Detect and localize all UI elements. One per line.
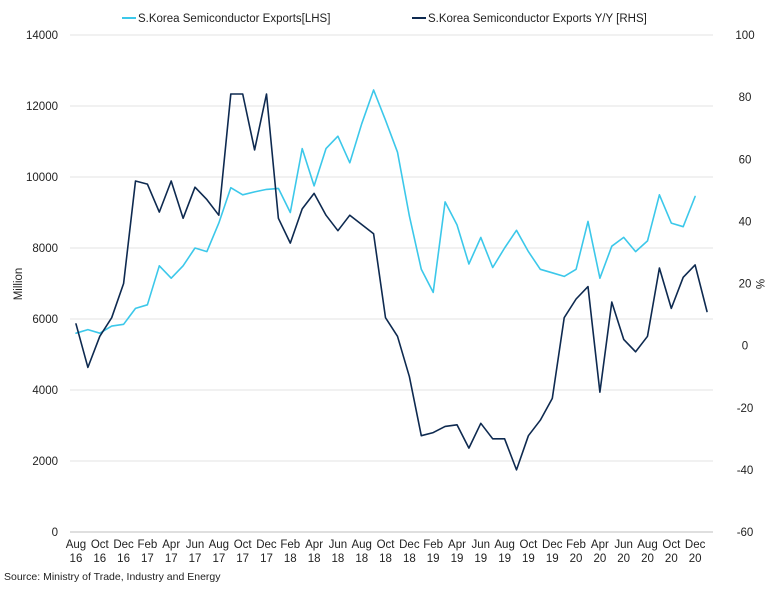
right-tick-label: -40 — [737, 465, 754, 477]
series-line-2 — [75, 93, 708, 471]
x-tick-month: Feb — [280, 539, 300, 551]
x-tick-year: 19 — [522, 553, 535, 565]
x-tick-year: 17 — [260, 553, 273, 565]
x-tick-year: 18 — [379, 553, 392, 565]
left-tick-label: 0 — [52, 527, 58, 539]
x-tick-year: 18 — [284, 553, 297, 565]
x-tick-month: Aug — [351, 539, 371, 551]
left-tick-label: 12000 — [26, 101, 58, 113]
x-tick-year: 20 — [617, 553, 630, 565]
x-tick-year: 20 — [641, 553, 654, 565]
legend-label-1: S.Korea Semiconductor Exports[LHS] — [138, 13, 330, 25]
x-tick-month: Feb — [423, 539, 443, 551]
x-tick-year: 16 — [70, 553, 83, 565]
x-tick-month: Aug — [494, 539, 514, 551]
x-tick-year: 17 — [189, 553, 202, 565]
series-line-1 — [75, 89, 696, 334]
x-tick-year: 18 — [403, 553, 416, 565]
x-tick-month: Feb — [137, 539, 157, 551]
x-tick-year: 17 — [236, 553, 249, 565]
x-tick-year: 19 — [427, 553, 440, 565]
right-tick-label: 100 — [735, 30, 754, 42]
x-tick-year: 18 — [355, 553, 368, 565]
x-tick-month: Jun — [614, 539, 633, 551]
right-tick-label: 80 — [739, 92, 752, 104]
right-tick-label: -60 — [737, 527, 754, 539]
x-tick-month: Oct — [519, 539, 538, 551]
x-tick-month: Dec — [399, 539, 420, 551]
x-tick-year: 17 — [165, 553, 178, 565]
legend-label-2: S.Korea Semiconductor Exports Y/Y [RHS] — [428, 13, 647, 25]
x-tick-year: 19 — [498, 553, 511, 565]
left-axis-ticks: 0 2000 4000 6000 8000 10000 12000 14000 — [26, 30, 58, 539]
x-tick-year: 19 — [451, 553, 464, 565]
x-tick-month: Jun — [186, 539, 205, 551]
x-tick-year: 16 — [117, 553, 130, 565]
x-tick-month: Oct — [662, 539, 681, 551]
x-tick-month: Dec — [113, 539, 134, 551]
left-tick-label: 10000 — [26, 172, 58, 184]
x-tick-month: Aug — [209, 539, 229, 551]
x-tick-month: Feb — [566, 539, 586, 551]
x-tick-month: Apr — [305, 539, 323, 551]
right-axis-title: % — [753, 279, 765, 289]
x-tick-month: Dec — [685, 539, 706, 551]
x-tick-month: Jun — [472, 539, 491, 551]
x-tick-month: Aug — [66, 539, 86, 551]
x-tick-month: Oct — [234, 539, 253, 551]
x-tick-year: 18 — [308, 553, 321, 565]
left-axis-title: Million — [13, 268, 25, 301]
left-tick-label: 4000 — [32, 385, 58, 397]
right-tick-label: -20 — [737, 403, 754, 415]
x-tick-month: Jun — [329, 539, 348, 551]
x-tick-year: 19 — [474, 553, 487, 565]
x-tick-month: Dec — [542, 539, 563, 551]
x-tick-month: Apr — [591, 539, 609, 551]
x-tick-year: 20 — [665, 553, 678, 565]
right-tick-label: 60 — [739, 154, 752, 166]
left-tick-label: 8000 — [32, 243, 58, 255]
x-tick-year: 20 — [689, 553, 702, 565]
x-tick-year: 17 — [141, 553, 154, 565]
x-tick-month: Apr — [448, 539, 466, 551]
right-tick-label: 0 — [742, 341, 748, 353]
x-tick-month: Dec — [256, 539, 277, 551]
right-tick-label: 40 — [739, 216, 752, 228]
x-tick-year: 19 — [546, 553, 559, 565]
x-tick-year: 17 — [212, 553, 225, 565]
x-tick-year: 16 — [93, 553, 106, 565]
x-tick-month: Oct — [377, 539, 396, 551]
x-tick-year: 18 — [332, 553, 345, 565]
left-tick-label: 6000 — [32, 314, 58, 326]
x-tick-month: Aug — [637, 539, 657, 551]
left-tick-label: 2000 — [32, 456, 58, 468]
x-tick-month: Apr — [162, 539, 180, 551]
x-tick-year: 20 — [593, 553, 606, 565]
right-tick-label: 20 — [739, 279, 752, 291]
x-tick-year: 20 — [570, 553, 583, 565]
legend: S.Korea Semiconductor Exports[LHS] S.Kore… — [122, 13, 647, 25]
source-note: Source: Ministry of Trade, Industry and … — [4, 571, 221, 583]
x-tick-month: Oct — [91, 539, 110, 551]
left-tick-label: 14000 — [26, 30, 58, 42]
right-axis-ticks: -60 -40 -20 0 20 40 60 80 100 — [735, 30, 754, 539]
gridlines — [70, 34, 713, 533]
x-axis-ticks: Aug 16 Oct 16 Dec 16 Feb 17 Apr 17 Jun 17 Aug 17 Oct 17… — [66, 539, 706, 565]
series-lines — [75, 89, 708, 471]
